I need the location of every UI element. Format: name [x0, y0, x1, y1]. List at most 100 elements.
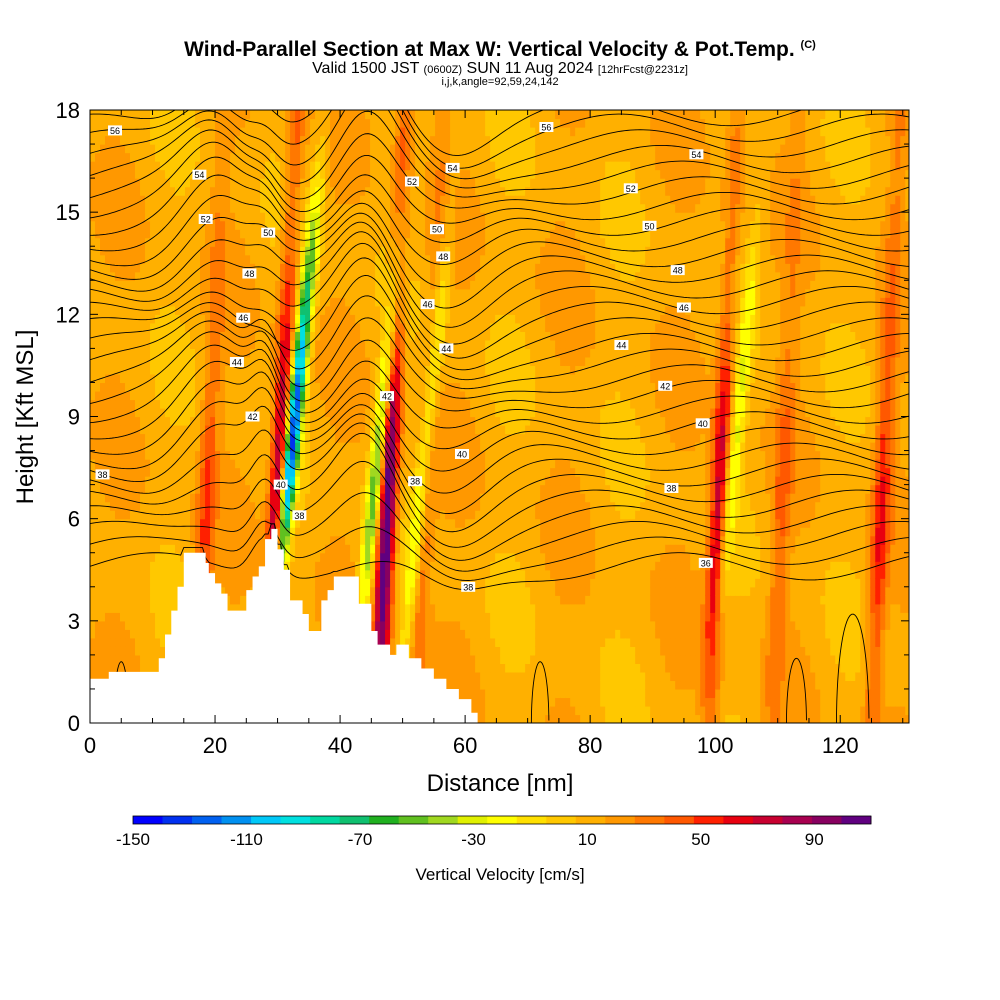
heat-cell — [280, 161, 286, 170]
heat-cell — [435, 604, 441, 613]
heat-cell — [350, 110, 356, 119]
heat-cell — [175, 399, 181, 408]
heat-cell — [175, 425, 181, 434]
heat-cell — [120, 595, 126, 604]
heat-cell — [145, 221, 151, 230]
heat-cell — [130, 595, 136, 604]
heat-cell — [330, 136, 336, 145]
heat-cell — [280, 144, 286, 153]
heat-cell — [260, 408, 266, 417]
heat-cell — [160, 178, 166, 187]
heat-cell — [385, 204, 391, 213]
heat-cell — [265, 365, 271, 374]
heat-cell — [175, 561, 181, 570]
heat-cell — [110, 502, 116, 511]
heat-cell — [380, 110, 386, 119]
heat-cell — [110, 578, 116, 587]
heat-cell — [105, 195, 111, 204]
heat-cell — [245, 399, 251, 408]
heat-cell — [380, 553, 386, 562]
heat-cell — [135, 391, 141, 400]
heat-cell — [135, 119, 141, 128]
heat-cell — [405, 536, 411, 545]
heat-cell — [300, 561, 306, 570]
heat-cell — [115, 323, 121, 332]
heat-cell — [235, 459, 241, 468]
heat-cell — [255, 221, 261, 230]
heat-cell — [285, 272, 291, 281]
heat-cell — [340, 544, 346, 553]
heat-cell — [270, 238, 276, 247]
heat-cell — [150, 655, 156, 664]
heat-cell — [390, 570, 396, 579]
heat-cell — [210, 502, 216, 511]
heat-cell — [255, 238, 261, 247]
heat-cell — [310, 493, 316, 502]
heat-cell — [300, 357, 306, 366]
heat-cell — [230, 468, 236, 477]
heat-cell — [430, 204, 436, 213]
heat-cell — [220, 204, 226, 213]
heat-cell — [315, 451, 321, 460]
heat-cell — [140, 638, 146, 647]
heat-cell — [245, 289, 251, 298]
heat-cell — [315, 612, 321, 621]
heat-cell — [395, 408, 401, 417]
heat-cell — [175, 570, 181, 579]
heat-cell — [330, 178, 336, 187]
heat-cell — [350, 519, 356, 528]
heat-cell — [210, 272, 216, 281]
heat-cell — [255, 212, 261, 221]
heat-cell — [430, 638, 436, 647]
heat-cell — [265, 161, 271, 170]
heat-cell — [140, 527, 146, 536]
heat-cell — [390, 323, 396, 332]
heat-cell — [350, 238, 356, 247]
heat-cell — [420, 468, 426, 477]
heat-cell — [155, 519, 161, 528]
heat-cell — [260, 553, 266, 562]
heat-cell — [120, 510, 126, 519]
heat-cell — [125, 229, 131, 238]
heat-cell — [220, 195, 226, 204]
heat-cell — [100, 161, 106, 170]
heat-cell — [235, 246, 241, 255]
heat-cell — [365, 170, 371, 179]
heat-cell — [215, 272, 221, 281]
heat-cell — [330, 348, 336, 357]
heat-cell — [290, 110, 296, 119]
heat-cell — [150, 425, 156, 434]
heat-cell — [330, 519, 336, 528]
heat-cell — [250, 519, 256, 528]
heat-cell — [425, 127, 431, 136]
heat-cell — [405, 127, 411, 136]
heat-cell — [105, 153, 111, 162]
heat-cell — [95, 382, 101, 391]
heat-cell — [360, 536, 366, 545]
heat-cell — [160, 527, 166, 536]
heat-cell — [170, 434, 176, 443]
heat-cell — [235, 510, 241, 519]
heat-cell — [385, 629, 391, 638]
heat-cell — [300, 544, 306, 553]
heat-cell — [335, 459, 341, 468]
heat-cell — [295, 382, 301, 391]
heat-cell — [125, 451, 131, 460]
heat-cell — [125, 485, 131, 494]
heat-cell — [170, 212, 176, 221]
heat-cell — [100, 127, 106, 136]
heat-cell — [365, 331, 371, 340]
heat-cell — [290, 340, 296, 349]
heat-cell — [415, 425, 421, 434]
heat-cell — [365, 314, 371, 323]
heat-cell — [365, 527, 371, 536]
heat-cell — [360, 442, 366, 451]
heat-cell — [400, 408, 406, 417]
heat-cell — [240, 289, 246, 298]
heat-cell — [205, 459, 211, 468]
heat-cell — [370, 570, 376, 579]
heat-cell — [435, 553, 441, 562]
heat-cell — [300, 365, 306, 374]
heat-cell — [320, 314, 326, 323]
heat-cell — [115, 519, 121, 528]
